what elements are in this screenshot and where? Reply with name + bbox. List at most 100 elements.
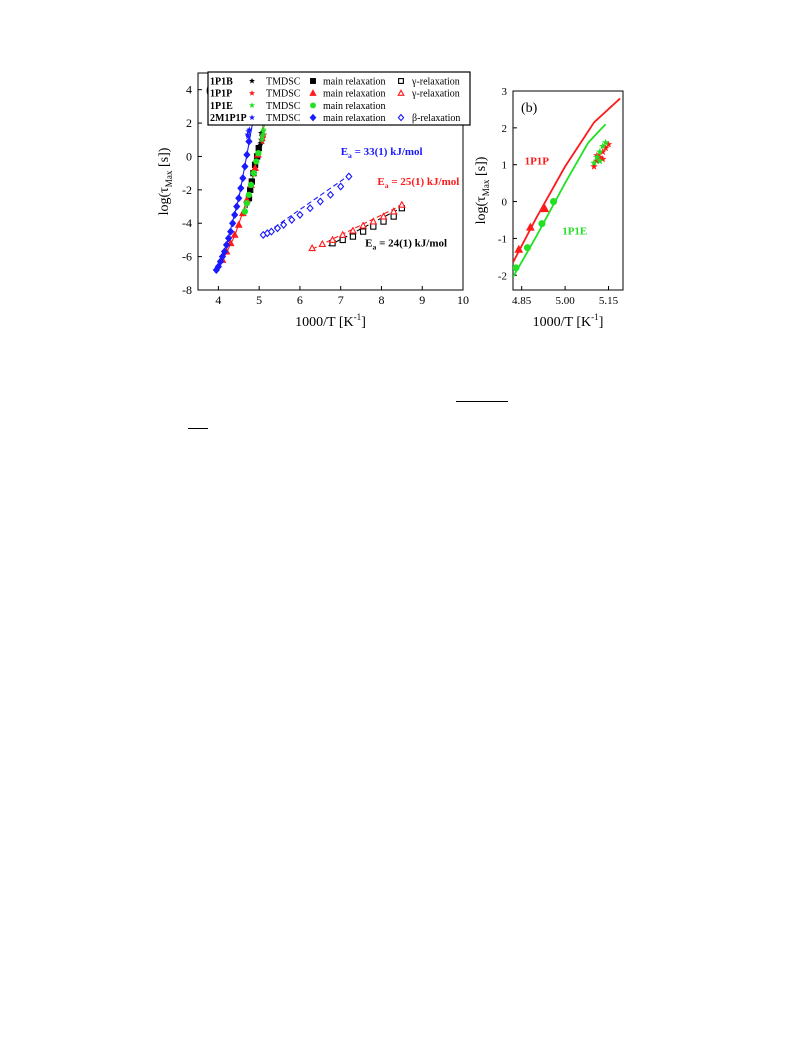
diamond-marker [233,202,241,211]
x-tick-label: 7 [338,293,344,307]
chart-panel-a: 4 5 6 7 8 9 10 -8 -6 -4 -2 0 2 4 1000/T [K-1] log(τMax … [157,71,471,330]
underline-rule [456,401,508,402]
star-marker [249,114,255,121]
y-axis-label: log(τMax [s]) [474,156,491,224]
circle-marker [245,191,253,199]
x-tick-label: 4.85 [512,295,532,307]
triangle-marker [338,230,347,238]
legend-entry-label: main relaxation [323,77,385,88]
y-tick-label: 2 [502,123,508,135]
y-tick-label: -2 [182,183,192,197]
y-axis-label-sub: Max [164,170,174,187]
star-marker [599,155,607,163]
diamond-marker [337,182,345,191]
x-tick-label: 4 [215,293,221,307]
diamond-marker [224,234,233,243]
legend-sample-label: 1P1B [210,77,233,88]
triangle-marker [318,239,327,247]
diamond-marker [235,194,243,203]
legend-entry-label: β-relaxation [412,113,460,124]
triangle-marker [359,221,368,229]
legend-entry-label: TMDSC [266,113,301,124]
star-marker [596,153,604,161]
diamond-marker [239,174,247,183]
y-tick-label: -4 [182,216,192,230]
diamond-marker [267,227,275,236]
fit-line-1p1p [513,97,621,263]
diamond-marker [397,113,405,122]
y-tick-label: 1 [502,160,508,172]
y-axis-label-end: [s]) [474,156,489,179]
triangle-marker [540,204,550,213]
x-tick-label: 6 [297,293,303,307]
diamond-marker [280,220,288,229]
y-axis-label-end: [s]) [157,147,172,170]
panel-label: (b) [521,101,538,116]
annotation-rest: = 25(1) kJ/mol [389,176,460,188]
legend-sample-label: 1P1P [210,89,232,100]
legend-entry-label: TMDSC [266,89,301,100]
diamond-marker [222,240,231,250]
underline-rule [188,428,208,429]
square-marker [255,144,262,152]
triangle-marker [389,207,398,215]
star-marker [257,139,264,146]
triangle-marker [328,235,337,243]
annotation-sub: a [348,151,352,160]
fit-line-1p1p [311,203,405,250]
x-tick-label: 5 [256,293,262,307]
star-marker [258,136,266,143]
x-axis-label-end: ] [361,315,366,330]
annotation-rest: = 24(1) kJ/mol [376,238,447,250]
circle-marker [243,200,251,207]
legend-entry-label: main relaxation [323,89,385,100]
star-marker [590,162,598,170]
star-marker [593,157,601,165]
diamond-marker [237,184,245,193]
diamond-marker [220,247,229,256]
annotation: Ea = 33(1) kJ/mol [341,146,423,160]
y-tick-label: 4 [186,83,192,97]
triangle-marker [379,212,388,220]
diamond-marker [245,137,253,146]
triangle-marker [525,222,535,231]
diamond-marker [296,210,304,219]
legend-entry-label: main relaxation [323,101,385,112]
star-marker [599,147,607,155]
circle-marker [513,264,520,272]
star-marker [593,153,601,161]
star-marker [590,159,598,166]
star-marker [599,142,607,150]
y-tick-label: -8 [182,283,192,297]
annotation: 1P1E [562,226,587,238]
triangle-marker [234,220,243,228]
triangle-marker [230,230,239,238]
star-marker [604,140,613,148]
x-tick-label: 8 [378,293,384,307]
diamond-marker [229,219,237,228]
x-axis-label-end: ] [599,315,604,330]
circle-marker [255,149,262,157]
star-marker [244,133,252,140]
y-tick-label: 2 [186,116,192,130]
y-axis-label-sub: Max [481,179,491,196]
circle-marker [250,170,258,177]
square-marker [390,213,397,220]
square-marker [370,223,377,230]
x-axis-label-sup: -1 [591,312,599,322]
legend-entry-label: γ-relaxation [411,89,460,100]
chart-panel-b: 4.85 5.00 5.15 -2 -1 0 1 2 3 1000/T [K-1] log(τMax… [474,86,624,330]
star-marker [601,138,610,146]
legend: 1P1B TMDSC main relaxation γ-relaxation 1P1P… [207,71,471,126]
legend-entry-label: γ-relaxation [411,77,460,88]
circle-marker [549,198,558,206]
diamond-marker [316,197,324,206]
legend-entry-label: main relaxation [323,113,385,124]
x-axis-label: 1000/T [K-1] [533,312,604,330]
plot-frame [512,90,624,291]
annotation-sub: a [385,181,389,190]
diamond-marker [345,172,353,181]
annotation-sub: a [372,243,376,252]
diamond-marker [231,210,239,219]
